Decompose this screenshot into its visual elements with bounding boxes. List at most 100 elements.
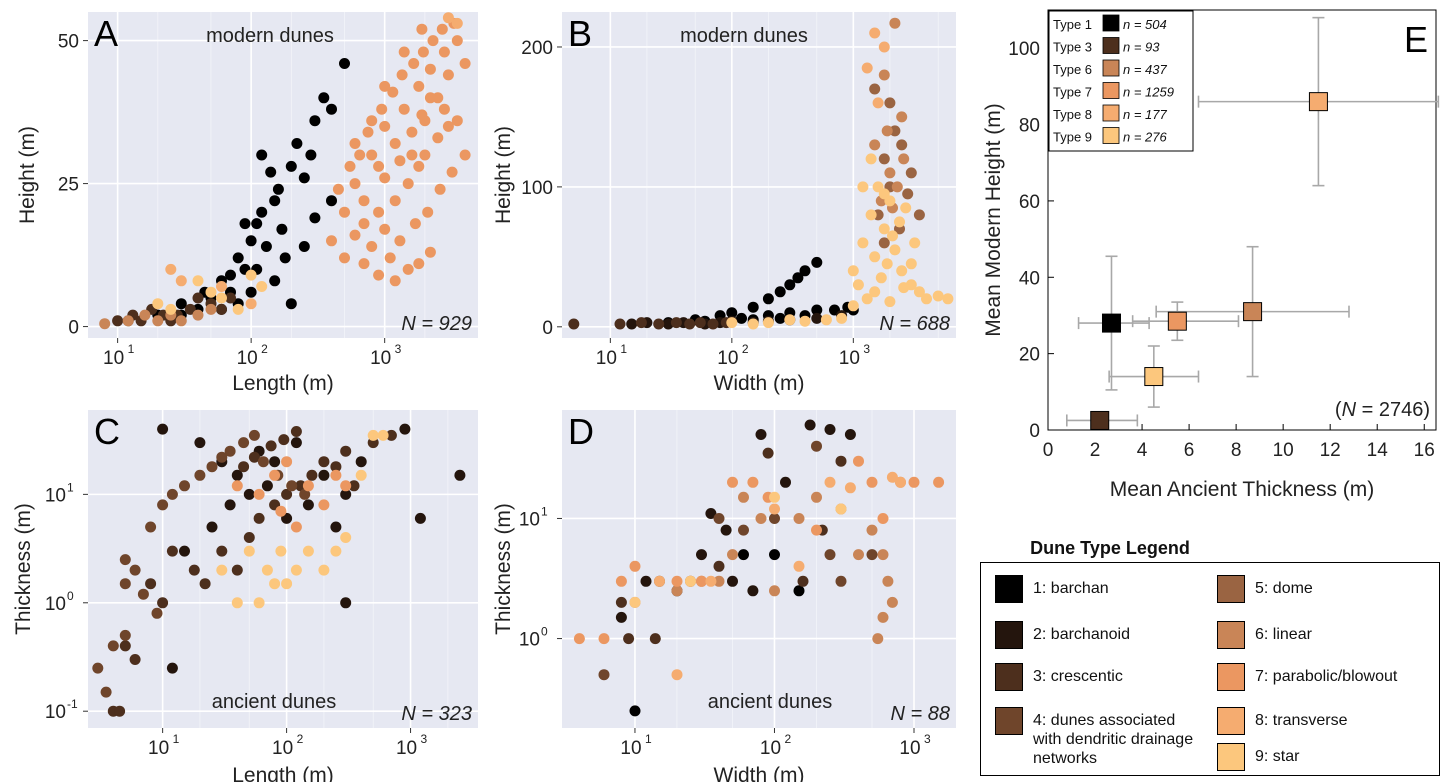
point-type-9 bbox=[881, 258, 893, 270]
point-type-9 bbox=[847, 265, 859, 277]
point-type-3 bbox=[797, 575, 809, 587]
y-tick-label: 0 bbox=[542, 318, 553, 339]
point-type-2 bbox=[269, 456, 281, 468]
point-type-9 bbox=[894, 216, 905, 228]
point-type-9 bbox=[889, 244, 901, 256]
point-type-4 bbox=[224, 445, 236, 457]
point-type-8 bbox=[442, 12, 454, 24]
point-type-7 bbox=[373, 269, 385, 281]
legend-swatch bbox=[995, 575, 1023, 603]
sample-count-label: N = 929 bbox=[401, 313, 472, 335]
point-type-7 bbox=[379, 80, 391, 92]
inset-legend-count: n = 504 bbox=[1123, 17, 1167, 32]
point-type-1 bbox=[339, 58, 350, 69]
y-tick-label-base: 10 bbox=[45, 702, 66, 723]
point-type-7 bbox=[438, 46, 450, 58]
point-type-7 bbox=[438, 103, 450, 115]
point-type-7 bbox=[442, 69, 454, 81]
point-type-4 bbox=[824, 549, 836, 561]
point-type-3 bbox=[281, 488, 293, 500]
x-tick-label-base: 10 bbox=[717, 348, 738, 369]
point-type-7 bbox=[413, 258, 425, 270]
point-type-2 bbox=[302, 499, 314, 511]
point-type-4 bbox=[835, 575, 847, 587]
point-type-7 bbox=[408, 58, 420, 69]
point-type-3 bbox=[684, 318, 696, 330]
point-type-7 bbox=[379, 120, 391, 132]
point-type-9 bbox=[747, 318, 759, 330]
point-type-1 bbox=[811, 256, 823, 268]
point-type-7 bbox=[427, 35, 439, 47]
point-type-7 bbox=[853, 455, 864, 467]
point-type-6 bbox=[877, 611, 889, 623]
inset-legend-swatch bbox=[1102, 104, 1120, 122]
point-type-1 bbox=[305, 149, 317, 161]
y-axis-label: Height (m) bbox=[492, 126, 515, 224]
point-type-7 bbox=[696, 575, 707, 587]
point-type-1 bbox=[769, 549, 780, 561]
inset-legend-type-label: Type 1 bbox=[1053, 17, 1092, 32]
point-type-6 bbox=[891, 181, 903, 193]
legend-label: 5: dome bbox=[1255, 580, 1313, 597]
point-type-3 bbox=[713, 560, 725, 572]
y-tick-label-exp: 1 bbox=[541, 504, 548, 518]
x-tick-label-exp: 2 bbox=[742, 342, 749, 356]
point-type-6 bbox=[853, 549, 864, 561]
point-type-9 bbox=[884, 296, 896, 308]
point-type-1 bbox=[279, 252, 291, 264]
point-type-3 bbox=[216, 545, 228, 557]
point-type-5 bbox=[884, 97, 896, 109]
point-type-3 bbox=[340, 445, 352, 457]
point-type-7 bbox=[394, 235, 406, 247]
point-type-9 bbox=[152, 298, 164, 310]
point-type-7 bbox=[416, 109, 428, 121]
point-type-9 bbox=[847, 300, 859, 312]
point-type-7 bbox=[379, 223, 391, 235]
x-tick-label-exp: 3 bbox=[421, 732, 428, 746]
sample-count-label: N = 323 bbox=[401, 703, 472, 725]
point-type-1 bbox=[747, 301, 759, 313]
point-type-7 bbox=[366, 241, 378, 252]
point-type-1 bbox=[285, 298, 297, 310]
point-type-7 bbox=[442, 120, 454, 132]
point-type-7 bbox=[866, 476, 878, 488]
point-type-7 bbox=[373, 160, 385, 172]
point-type-5 bbox=[889, 125, 901, 137]
legend-item-type-1: 1: barchan bbox=[995, 575, 1109, 603]
point-type-7 bbox=[671, 575, 683, 587]
x-tick-label-exp: 1 bbox=[645, 732, 652, 746]
point-type-4 bbox=[179, 480, 190, 492]
sample-count-label: (N = 2746) bbox=[1335, 399, 1430, 421]
y-tick-label-base: 10 bbox=[45, 485, 66, 506]
legend-item-type-3: 3: crescentic bbox=[995, 663, 1123, 691]
legend-label: 2: barchanoid bbox=[1033, 626, 1130, 643]
point-type-9 bbox=[726, 317, 738, 329]
point-type-2 bbox=[844, 429, 856, 440]
point-type-9 bbox=[216, 292, 227, 304]
inset-legend-swatch bbox=[1102, 82, 1120, 99]
point-type-3 bbox=[306, 469, 318, 481]
point-type-7 bbox=[933, 476, 945, 488]
panel-letter-d: D bbox=[568, 411, 594, 452]
x-tick-label: 8 bbox=[1231, 440, 1242, 461]
point-type-8 bbox=[869, 27, 881, 39]
point-type-2 bbox=[720, 524, 732, 536]
point-type-7 bbox=[349, 178, 361, 190]
x-tick-label-base: 10 bbox=[370, 348, 391, 369]
point-type-7 bbox=[406, 126, 418, 138]
point-type-2 bbox=[224, 499, 236, 511]
y-tick-label: 60 bbox=[1019, 192, 1040, 213]
point-type-2 bbox=[696, 549, 707, 561]
point-type-7 bbox=[402, 178, 414, 190]
point-type-4 bbox=[811, 440, 822, 452]
point-type-2 bbox=[206, 521, 218, 533]
point-type-3 bbox=[145, 578, 157, 590]
point-type-9 bbox=[377, 429, 389, 441]
point-type-6 bbox=[889, 17, 901, 29]
point-type-3 bbox=[216, 303, 227, 315]
point-type-7 bbox=[451, 35, 463, 47]
point-type-7 bbox=[402, 263, 414, 275]
point-type-1 bbox=[811, 304, 823, 316]
point-type-8 bbox=[165, 263, 177, 275]
